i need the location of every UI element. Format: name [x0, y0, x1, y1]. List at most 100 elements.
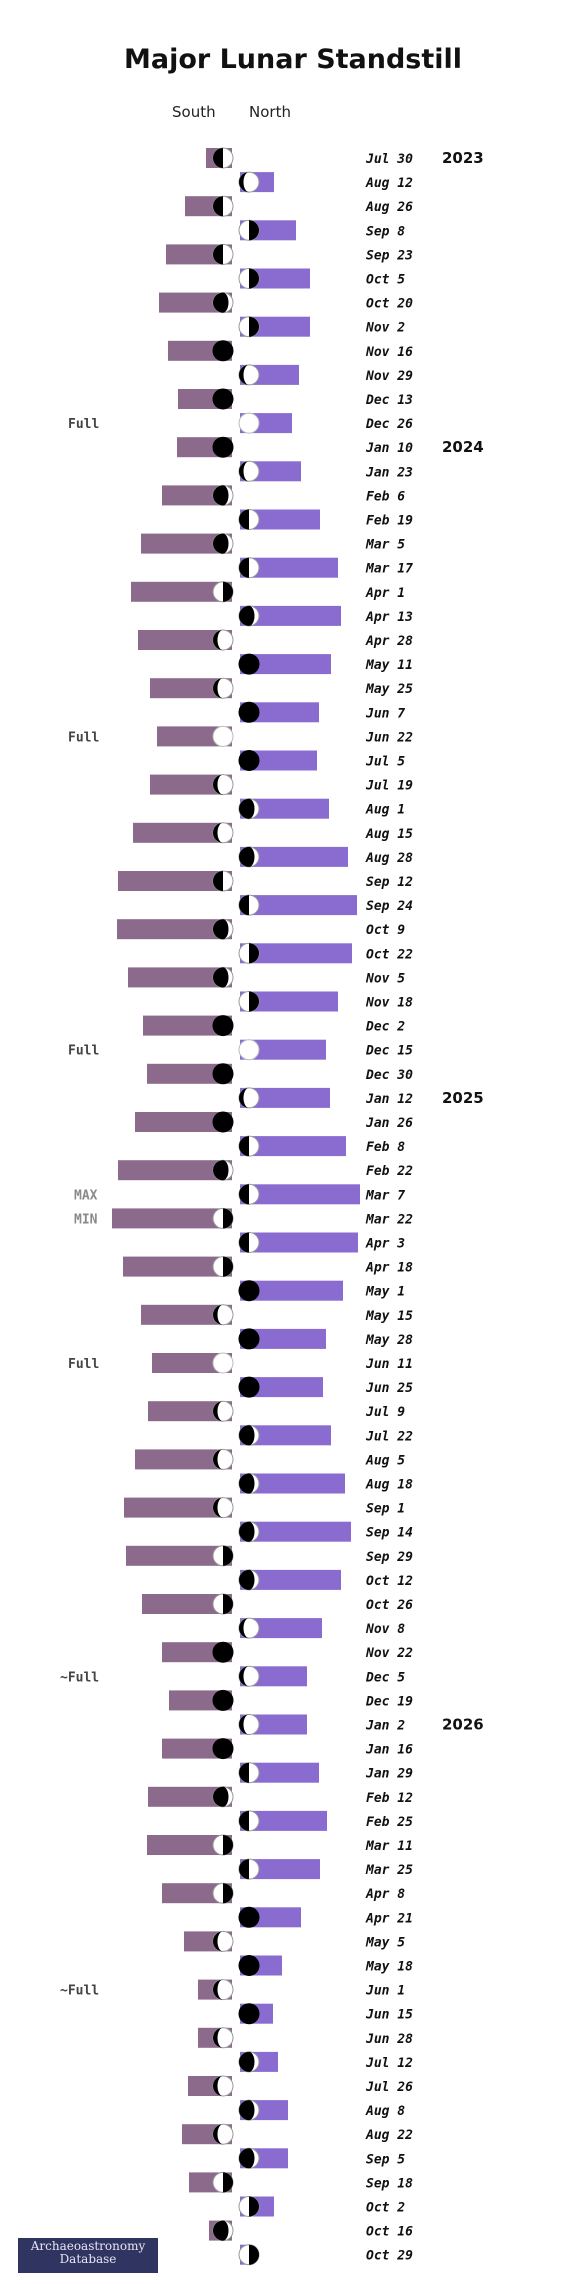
year-label: 2024	[442, 438, 484, 456]
moon-phase-icon	[212, 918, 234, 940]
date-label: Oct 9	[366, 923, 405, 938]
chart-row: Nov 8	[238, 1617, 405, 1639]
chart-row: Nov 22	[162, 1641, 413, 1663]
moon-phase-icon	[212, 822, 234, 844]
chart-row: Oct 22	[238, 942, 413, 964]
date-label: Dec 5	[365, 1670, 405, 1685]
chart-row: Mar 25	[238, 1858, 413, 1880]
moon-phase-icon	[212, 1930, 234, 1952]
south-bar	[148, 1786, 232, 1807]
moon-phase-icon	[238, 1087, 260, 1109]
date-label: Dec 26	[365, 417, 413, 432]
moon-phase-icon	[212, 1256, 234, 1278]
chart-row: Jan 10 2024	[177, 436, 484, 458]
chart-row: Oct 26	[142, 1593, 413, 1615]
date-label: Jun 1	[365, 1984, 405, 1999]
chart-row: Aug 12	[238, 171, 413, 193]
date-label: Sep 8	[366, 224, 405, 239]
moon-phase-icon	[238, 1376, 260, 1398]
south-bar	[142, 1594, 232, 1614]
chart-row: Aug 28	[238, 846, 413, 868]
date-label: May 11	[365, 658, 413, 673]
chart-row: Sep 8	[238, 219, 405, 241]
chart-row: Aug 8	[238, 2099, 405, 2121]
moon-phase-icon	[238, 1280, 260, 1302]
north-bar	[240, 1184, 360, 1205]
chart-row: Oct 29	[238, 2244, 413, 2266]
moon-phase-icon	[212, 629, 234, 651]
annotation-label: MAX	[74, 1188, 98, 1203]
north-bar	[240, 1280, 343, 1301]
moon-phase-icon	[238, 894, 260, 916]
date-label: Mar 25	[365, 1863, 413, 1878]
moon-phase-icon	[238, 846, 260, 868]
chart-row: Dec 19	[169, 1689, 413, 1711]
moon-phase-icon	[212, 1882, 234, 1904]
date-label: Aug 5	[365, 1453, 405, 1468]
south-bar	[147, 1835, 232, 1855]
chart-row: Sep 5	[238, 2147, 405, 2169]
north-bar	[240, 605, 341, 626]
moon-phase-icon	[238, 1569, 260, 1591]
date-label: Jun 25	[365, 1381, 413, 1396]
date-label: Oct 22	[366, 947, 413, 962]
chart-row: Dec 5 ~Full	[60, 1665, 405, 1687]
chart-row: Sep 29	[126, 1545, 413, 1567]
date-label: Nov 8	[365, 1622, 405, 1637]
moon-phase-icon	[238, 798, 260, 820]
moon-phase-icon	[212, 1015, 234, 1037]
south-bar	[135, 1449, 232, 1470]
date-label: Jan 23	[365, 465, 413, 480]
north-bar	[240, 557, 338, 578]
date-label: Oct 2	[366, 2201, 405, 2216]
chart-row: Nov 29	[238, 364, 413, 386]
annotation-label: Full	[68, 1044, 99, 1059]
moon-phase-icon	[238, 1039, 260, 1061]
moon-phase-icon	[212, 484, 234, 506]
north-bar	[240, 1810, 327, 1831]
date-label: Dec 15	[365, 1044, 413, 1059]
moon-phase-icon	[212, 1352, 234, 1374]
south-header: South	[172, 103, 216, 121]
moon-phase-icon	[212, 195, 234, 217]
north-bar	[240, 1328, 326, 1349]
chart-row: Jun 25	[238, 1376, 413, 1398]
chart-row: Jul 12	[238, 2051, 413, 2073]
chart-row: Dec 2	[143, 1015, 405, 1037]
moon-phase-icon	[238, 268, 260, 289]
moon-phase-icon	[212, 388, 234, 410]
chart-row: Dec 13	[178, 388, 413, 410]
moon-phase-icon	[212, 1689, 234, 1711]
year-label: 2026	[442, 1716, 484, 1734]
south-bar	[118, 871, 232, 891]
chart-row: Dec 15 Full	[68, 1039, 413, 1061]
date-label: Jan 12	[365, 1092, 413, 1107]
moon-phase-icon	[238, 750, 260, 771]
date-label: Aug 22	[365, 2128, 413, 2143]
date-label: Oct 26	[366, 1598, 413, 1613]
archaeoastronomy-database-logo[interactable]: Archaeoastronomy Database	[18, 2238, 158, 2273]
moon-phase-icon	[212, 147, 234, 169]
moon-phase-icon	[212, 243, 234, 265]
moon-phase-icon	[212, 1063, 234, 1085]
north-bar	[240, 1136, 346, 1157]
date-label: Feb 22	[366, 1164, 413, 1179]
date-label: Aug 12	[365, 176, 413, 191]
moon-phase-icon	[212, 1545, 234, 1567]
chart-row: Oct 5	[238, 268, 405, 289]
south-bar	[141, 1304, 232, 1325]
chart-row: Jan 2 2026	[238, 1714, 484, 1735]
date-label: May 1	[365, 1285, 405, 1300]
date-label: Sep 14	[366, 1526, 413, 1541]
north-bar	[240, 1762, 319, 1783]
moon-phase-icon	[238, 1955, 260, 1976]
chart-row: Oct 2	[238, 2196, 405, 2217]
date-label: Dec 19	[365, 1694, 413, 1709]
date-label: Jul 19	[365, 779, 413, 794]
north-bar	[240, 1232, 358, 1253]
date-label: Aug 15	[365, 827, 413, 842]
date-label: Jun 22	[365, 730, 413, 745]
date-label: Jun 11	[365, 1357, 413, 1372]
moon-phase-icon	[212, 340, 234, 362]
chart-row: Sep 18	[189, 2171, 413, 2193]
